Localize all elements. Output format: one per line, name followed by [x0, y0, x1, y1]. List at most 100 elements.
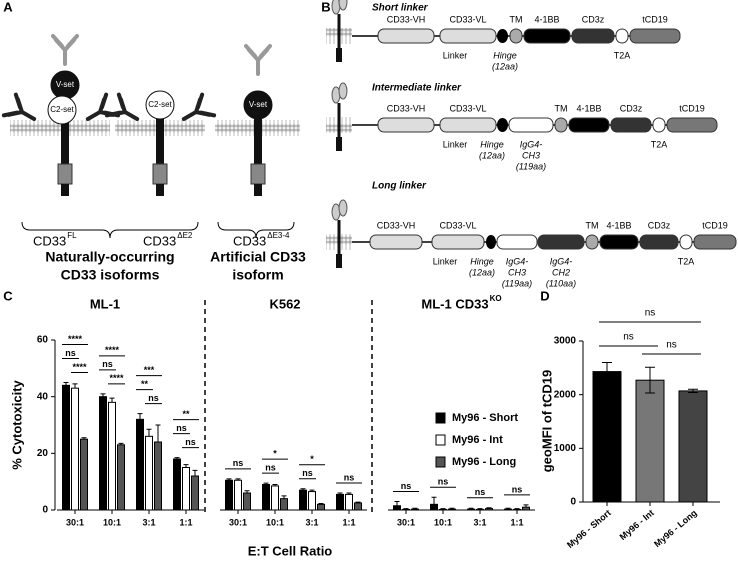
x-tick-label: 30:1 — [397, 517, 415, 527]
error-bar — [63, 382, 69, 386]
domain-label: CD33-VL — [439, 220, 476, 230]
error-bar — [72, 383, 78, 389]
error-bar — [137, 413, 143, 420]
error-bar — [394, 501, 400, 506]
domain-label: Hinge — [493, 50, 517, 60]
domain — [509, 28, 523, 44]
domain-label: TM — [510, 14, 523, 24]
sig-label: ns — [623, 332, 634, 343]
bar — [592, 371, 622, 503]
isoform-name: CD33 — [143, 233, 176, 248]
bar — [439, 508, 447, 511]
domain-label: (110aa) — [546, 278, 576, 288]
domain — [610, 117, 652, 133]
error-bar — [355, 501, 361, 503]
bar — [173, 458, 181, 511]
isoform-sup: ΔE3-4 — [267, 231, 290, 240]
sig-label: ** — [141, 379, 149, 389]
domain — [639, 234, 679, 250]
sig-label: **** — [109, 373, 124, 383]
domain — [243, 90, 273, 120]
error-bar — [192, 469, 198, 476]
x-tick-label: My96 - Int — [618, 508, 656, 542]
error-bar — [100, 393, 106, 397]
error-bar — [155, 424, 161, 442]
domain — [145, 90, 175, 120]
domain-label: C2-set — [50, 105, 74, 114]
bar — [62, 384, 70, 511]
antibody — [104, 92, 140, 121]
error-bar — [514, 508, 520, 510]
sig-label: *** — [144, 365, 155, 375]
error-bar — [468, 507, 474, 510]
domain-label: (119aa) — [502, 278, 532, 288]
y-tick-label: 20 — [37, 448, 49, 459]
domain-label: tCD19 — [679, 103, 705, 113]
x-axis-label: E:T Cell Ratio — [248, 543, 333, 558]
error-bar — [183, 464, 189, 468]
antibody — [1, 92, 37, 121]
domain-label: IgG4- — [550, 256, 573, 266]
domain-label: Hinge — [480, 139, 504, 149]
domain-label: tCD19 — [702, 220, 728, 230]
domain-label: 4-1BB — [606, 220, 631, 230]
x-tick-label: My96 - Long — [652, 508, 699, 549]
panel-label: C — [3, 288, 13, 303]
error-bar — [346, 492, 352, 495]
error-bar — [337, 492, 343, 495]
brace — [217, 221, 295, 239]
error-bar — [146, 428, 152, 437]
sig-label: ns — [265, 462, 276, 472]
sig-label: ns — [65, 348, 76, 358]
x-tick-label: 3:1 — [305, 517, 318, 527]
domain — [629, 28, 681, 44]
domain-label: CD3z — [582, 14, 605, 24]
error-bar — [477, 508, 483, 510]
domain — [523, 28, 571, 44]
bar — [467, 508, 475, 511]
icon-domain — [338, 0, 348, 11]
x-tick-label: 30:1 — [66, 517, 84, 527]
y-tick-label: 40 — [37, 391, 49, 402]
domain-label: TM — [555, 103, 568, 113]
icon-cyto — [336, 48, 342, 62]
bar — [430, 503, 438, 511]
antibody — [244, 44, 272, 76]
bar — [108, 401, 116, 511]
isoform-sup: ΔE2 — [177, 231, 193, 240]
hinge — [497, 29, 508, 43]
legend-swatch — [435, 434, 446, 446]
legend-swatch — [435, 412, 446, 424]
error-bar — [486, 507, 492, 509]
panel-label: B — [321, 0, 330, 14]
construct-title: Short linker — [372, 3, 429, 14]
legend-swatch — [435, 456, 446, 468]
domain-label: IgG4- — [520, 139, 543, 149]
domain-label: (12aa) — [492, 61, 518, 71]
isoform-sup: FL — [67, 231, 77, 240]
x-tick-label: My96 - Short — [565, 508, 613, 550]
group-label: CD33 isoforms — [61, 267, 160, 283]
group-title-sup: KO — [490, 294, 502, 303]
sig-label: ns — [512, 484, 523, 494]
domain — [377, 28, 435, 44]
domain-label: 4-1BB — [576, 103, 601, 113]
domain-label: CD33-VL — [449, 14, 486, 24]
error-bar — [505, 507, 511, 510]
domain — [571, 28, 615, 44]
hinge — [486, 235, 496, 249]
antibody — [85, 92, 121, 121]
group-label: isoform — [232, 267, 283, 283]
bar — [234, 479, 242, 511]
domain-label: CD33-VH — [377, 220, 416, 230]
domain-label: Linker — [443, 50, 468, 60]
bar — [513, 508, 521, 511]
domain-label: CH3 — [522, 150, 540, 160]
sig-label: ns — [302, 468, 313, 478]
x-tick-label: 1:1 — [342, 517, 355, 527]
domain-label: T2A — [651, 139, 668, 149]
cyto-box — [250, 163, 266, 185]
sig-label: ns — [233, 458, 244, 468]
tm-stem — [61, 118, 69, 164]
